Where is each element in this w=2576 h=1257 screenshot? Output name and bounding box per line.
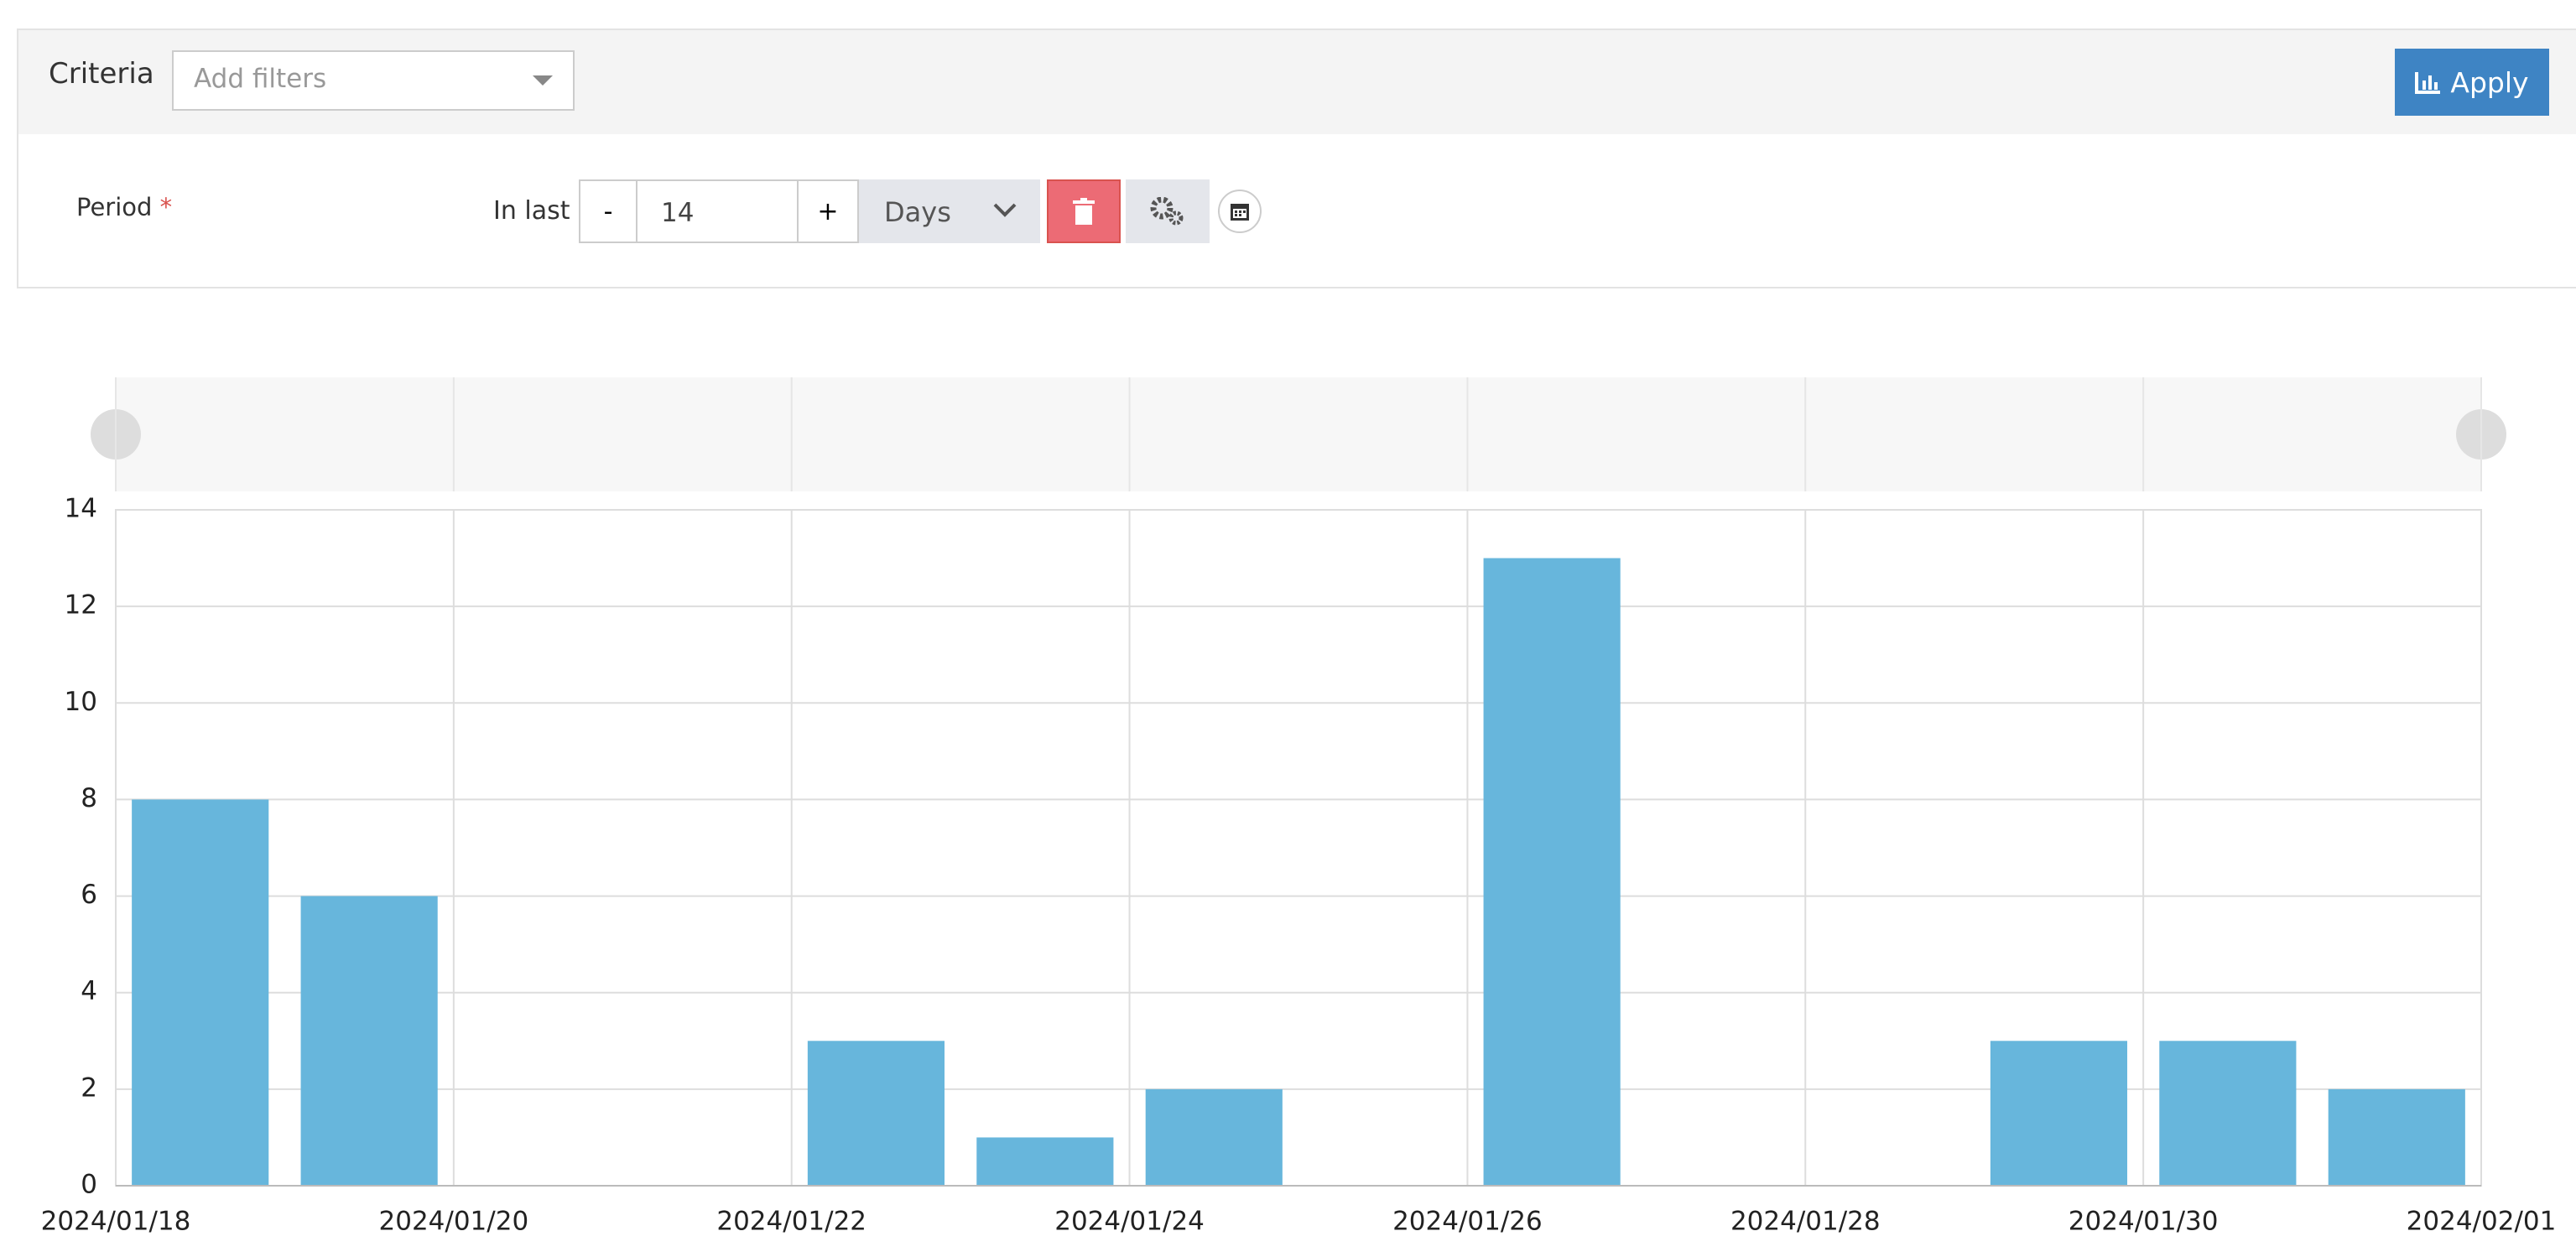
filter-select[interactable]: Add filters <box>172 50 575 111</box>
bar <box>300 896 438 1186</box>
bar <box>132 799 269 1186</box>
bar <box>2328 1088 2465 1186</box>
required-mark: * <box>159 193 173 221</box>
bar <box>807 1041 945 1186</box>
bar <box>2159 1041 2297 1186</box>
x-tick-label: 2024/01/18 <box>41 1207 191 1237</box>
period-label: Period * <box>76 193 172 221</box>
x-tick-label: 2024/01/26 <box>1392 1207 1543 1237</box>
dropdown-arrow <box>533 75 553 86</box>
y-tick-label: 4 <box>81 976 97 1006</box>
unit-select[interactable]: Days <box>859 179 1040 243</box>
delete-button[interactable] <box>1047 179 1121 243</box>
criteria-panel <box>17 29 2576 288</box>
y-tick-label: 6 <box>81 880 97 910</box>
bar <box>1990 1041 2128 1186</box>
unit-label: Days <box>884 196 951 228</box>
x-tick-label: 2024/01/20 <box>379 1207 529 1237</box>
x-tick-label: 2024/01/30 <box>2069 1207 2219 1237</box>
trash-icon <box>1073 198 1095 225</box>
apply-label: Apply <box>2450 65 2529 99</box>
calendar-button[interactable] <box>1218 190 1262 233</box>
x-tick-label: 2024/01/22 <box>716 1207 866 1237</box>
criteria-label: Criteria <box>49 57 154 91</box>
calendar-icon <box>1231 204 1249 221</box>
x-tick-label: 2024/01/24 <box>1054 1207 1205 1237</box>
filter-placeholder: Add filters <box>194 64 327 94</box>
period-prefix: In last <box>493 196 570 226</box>
y-tick-label: 8 <box>81 783 97 813</box>
y-tick-label: 10 <box>65 687 97 717</box>
period-text: Period <box>76 193 153 221</box>
bar <box>1483 558 1621 1186</box>
y-tick-label: 0 <box>81 1170 97 1200</box>
y-tick-label: 2 <box>81 1073 97 1103</box>
x-tick-label: 2024/01/28 <box>1730 1207 1881 1237</box>
bar <box>976 1137 1114 1186</box>
settings-button[interactable] <box>1126 179 1210 243</box>
chevron <box>993 203 1017 217</box>
plus-button[interactable]: + <box>797 179 859 243</box>
x-tick-label: 2024/02/01 <box>2407 1207 2557 1237</box>
y-tick-label: 12 <box>65 590 97 621</box>
bar <box>1145 1088 1283 1186</box>
gears-icon <box>1150 197 1184 226</box>
apply-button[interactable]: Apply <box>2395 49 2549 116</box>
y-tick-label: 14 <box>65 494 97 524</box>
chart-icon <box>2415 72 2441 94</box>
navigator <box>116 377 2481 491</box>
